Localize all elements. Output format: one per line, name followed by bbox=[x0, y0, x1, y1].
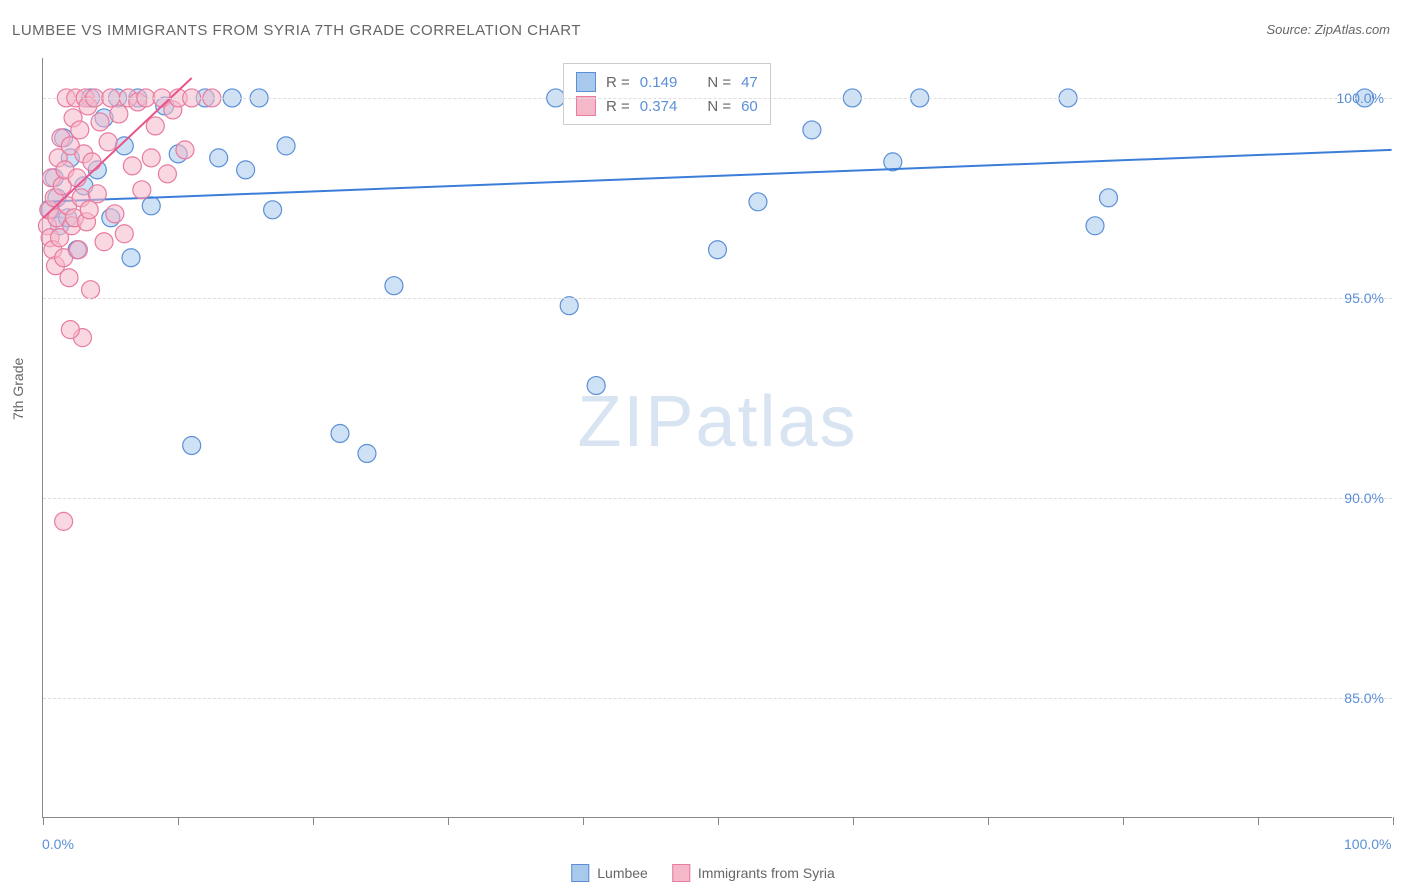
x-axis-tick bbox=[178, 817, 179, 825]
chart-container: LUMBEE VS IMMIGRANTS FROM SYRIA 7TH GRAD… bbox=[0, 0, 1406, 892]
x-axis-tick bbox=[448, 817, 449, 825]
scatter-point-lumbee bbox=[264, 201, 282, 219]
legend-label: Lumbee bbox=[597, 865, 648, 881]
scatter-point-syria bbox=[68, 169, 86, 187]
stats-n-label: N = bbox=[707, 74, 731, 91]
bottom-legend: Lumbee Immigrants from Syria bbox=[571, 864, 835, 882]
legend-item: Immigrants from Syria bbox=[672, 864, 835, 882]
x-axis-tick bbox=[1123, 817, 1124, 825]
scatter-point-lumbee bbox=[1099, 189, 1117, 207]
scatter-point-lumbee bbox=[709, 241, 727, 259]
scatter-point-lumbee bbox=[358, 444, 376, 462]
stats-n-label: N = bbox=[707, 98, 731, 115]
x-axis-tick bbox=[853, 817, 854, 825]
x-tick-label: 0.0% bbox=[42, 836, 74, 852]
scatter-point-lumbee bbox=[385, 277, 403, 295]
stats-r-value: 0.149 bbox=[640, 74, 678, 91]
x-tick-label: 100.0% bbox=[1344, 836, 1391, 852]
scatter-point-syria bbox=[106, 205, 124, 223]
scatter-point-lumbee bbox=[122, 249, 140, 267]
scatter-point-lumbee bbox=[1086, 217, 1104, 235]
x-axis-tick bbox=[1393, 817, 1394, 825]
x-axis-tick bbox=[583, 817, 584, 825]
plot-area: ZIPatlas R = 0.149 N = 47 R = 0.374 N = … bbox=[42, 58, 1392, 818]
y-tick-label: 100.0% bbox=[1337, 90, 1384, 106]
y-tick-label: 85.0% bbox=[1344, 690, 1384, 706]
gridline-horizontal bbox=[43, 698, 1392, 699]
scatter-point-syria bbox=[71, 121, 89, 139]
scatter-point-lumbee bbox=[237, 161, 255, 179]
scatter-point-syria bbox=[158, 165, 176, 183]
stats-swatch-icon bbox=[576, 96, 596, 116]
source-attribution: Source: ZipAtlas.com bbox=[1266, 22, 1390, 37]
scatter-point-syria bbox=[88, 185, 106, 203]
scatter-point-lumbee bbox=[210, 149, 228, 167]
x-axis-tick bbox=[718, 817, 719, 825]
scatter-point-syria bbox=[83, 153, 101, 171]
gridline-horizontal bbox=[43, 298, 1392, 299]
scatter-point-syria bbox=[133, 181, 151, 199]
scatter-point-syria bbox=[60, 269, 78, 287]
stats-n-value: 47 bbox=[741, 74, 758, 91]
scatter-point-syria bbox=[69, 241, 87, 259]
scatter-point-syria bbox=[123, 157, 141, 175]
stats-n-value: 60 bbox=[741, 98, 758, 115]
scatter-point-lumbee bbox=[331, 425, 349, 443]
x-axis-tick bbox=[313, 817, 314, 825]
scatter-plot-svg bbox=[43, 58, 1392, 817]
scatter-point-syria bbox=[99, 133, 117, 151]
y-tick-label: 90.0% bbox=[1344, 490, 1384, 506]
correlation-stats-box: R = 0.149 N = 47 R = 0.374 N = 60 bbox=[563, 63, 771, 125]
x-axis-tick bbox=[988, 817, 989, 825]
scatter-point-syria bbox=[61, 321, 79, 339]
scatter-point-lumbee bbox=[183, 437, 201, 455]
scatter-point-syria bbox=[146, 117, 164, 135]
legend-label: Immigrants from Syria bbox=[698, 865, 835, 881]
gridline-horizontal bbox=[43, 498, 1392, 499]
scatter-point-lumbee bbox=[560, 297, 578, 315]
legend-item: Lumbee bbox=[571, 864, 648, 882]
scatter-point-lumbee bbox=[115, 137, 133, 155]
scatter-point-syria bbox=[176, 141, 194, 159]
scatter-point-syria bbox=[110, 105, 128, 123]
x-axis-tick bbox=[43, 817, 44, 825]
scatter-point-syria bbox=[55, 512, 73, 530]
legend-swatch-icon bbox=[672, 864, 690, 882]
y-axis-label: 7th Grade bbox=[10, 358, 26, 420]
scatter-point-syria bbox=[82, 281, 100, 299]
stats-swatch-icon bbox=[576, 72, 596, 92]
chart-title: LUMBEE VS IMMIGRANTS FROM SYRIA 7TH GRAD… bbox=[12, 22, 581, 39]
scatter-point-lumbee bbox=[587, 377, 605, 395]
scatter-point-syria bbox=[115, 225, 133, 243]
scatter-point-lumbee bbox=[277, 137, 295, 155]
gridline-horizontal bbox=[43, 98, 1392, 99]
scatter-point-syria bbox=[95, 233, 113, 251]
scatter-point-lumbee bbox=[749, 193, 767, 211]
scatter-point-syria bbox=[91, 113, 109, 131]
scatter-point-syria bbox=[142, 149, 160, 167]
x-axis-tick bbox=[1258, 817, 1259, 825]
scatter-point-lumbee bbox=[803, 121, 821, 139]
y-tick-label: 95.0% bbox=[1344, 290, 1384, 306]
stats-r-label: R = bbox=[606, 98, 630, 115]
legend-swatch-icon bbox=[571, 864, 589, 882]
scatter-point-lumbee bbox=[142, 197, 160, 215]
stats-r-value: 0.374 bbox=[640, 98, 678, 115]
stats-r-label: R = bbox=[606, 74, 630, 91]
scatter-point-syria bbox=[80, 201, 98, 219]
stats-row: R = 0.149 N = 47 bbox=[576, 70, 758, 94]
